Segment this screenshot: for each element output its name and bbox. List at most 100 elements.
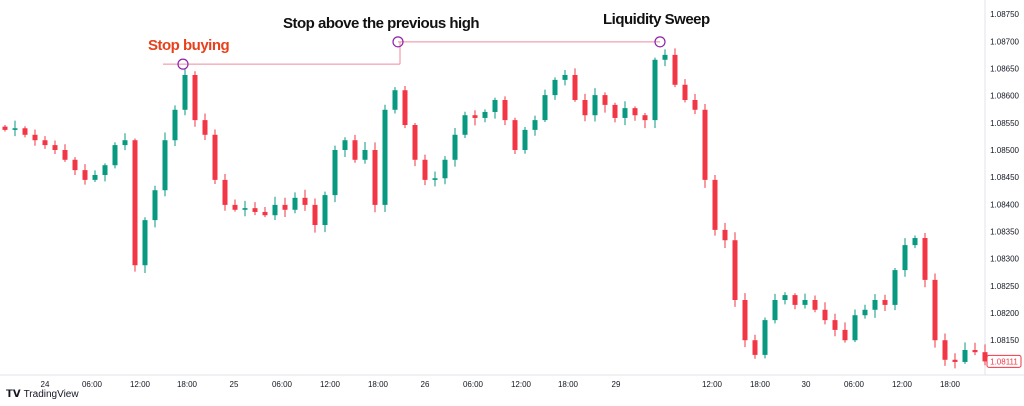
candle: [842, 322, 848, 343]
candle-body: [972, 350, 978, 353]
candle-body: [282, 204, 288, 210]
candle: [962, 342, 968, 364]
last-price-label: 1.08111: [990, 357, 1018, 366]
time-tick-label: 18:00: [177, 380, 198, 389]
price-tick-label: 1.08350: [990, 228, 1019, 237]
candle-body: [192, 75, 198, 121]
candle: [752, 334, 758, 359]
candle: [632, 106, 638, 121]
candle-body: [802, 300, 808, 305]
candle: [552, 77, 558, 100]
candle-body: [362, 150, 368, 160]
candle: [872, 294, 878, 318]
candle-body: [682, 84, 688, 100]
candle: [322, 191, 328, 233]
candle-body: [412, 125, 418, 160]
candle-body: [222, 179, 228, 205]
candle-body: [742, 300, 748, 341]
candle-body: [112, 145, 118, 166]
candle-body: [582, 100, 588, 116]
tradingview-logo-text: TradingView: [23, 389, 79, 400]
candle-body: [322, 195, 328, 225]
candle: [932, 273, 938, 348]
candle: [372, 142, 378, 213]
price-tick-label: 1.08300: [990, 255, 1019, 264]
tradingview-logo[interactable]: 𝗧𝗩 TradingView: [6, 389, 79, 400]
candle-body: [122, 140, 128, 146]
price-tick-label: 1.08150: [990, 336, 1019, 345]
candle: [422, 154, 428, 186]
candle: [412, 122, 418, 167]
candle: [332, 145, 338, 203]
candle-body: [12, 128, 18, 130]
annotation-stop-buying: Stop buying: [148, 37, 230, 54]
candle: [272, 196, 278, 221]
candle-body: [672, 54, 678, 85]
candle: [162, 132, 168, 197]
candle: [222, 173, 228, 211]
time-tick-label: 29: [612, 380, 621, 389]
tradingview-logo-icon: 𝗧𝗩: [6, 389, 21, 400]
candle: [92, 170, 98, 183]
candle: [112, 142, 118, 169]
candle: [522, 127, 528, 154]
candle: [882, 294, 888, 312]
candle: [912, 235, 918, 249]
candle: [432, 171, 438, 187]
candle: [792, 293, 798, 310]
candle-body: [982, 352, 988, 362]
time-tick-label: 12:00: [320, 380, 341, 389]
candle-body: [292, 197, 298, 210]
candle: [652, 57, 658, 129]
candle-body: [662, 54, 668, 60]
candle: [282, 197, 288, 218]
time-tick-label: 12:00: [130, 380, 151, 389]
candle: [22, 126, 28, 138]
candle: [122, 133, 128, 151]
time-tick-label: 26: [421, 380, 430, 389]
candle-body: [442, 159, 448, 179]
candle: [822, 302, 828, 325]
candle: [302, 189, 308, 211]
candle-body: [822, 309, 828, 321]
price-tick-label: 1.08250: [990, 282, 1019, 291]
candle: [102, 163, 108, 182]
candle-body: [762, 320, 768, 355]
candle: [702, 104, 708, 188]
candle: [462, 111, 468, 138]
candle: [592, 88, 598, 122]
candle-body: [872, 300, 878, 310]
candle: [312, 198, 318, 233]
candle: [362, 141, 368, 164]
candle: [832, 313, 838, 337]
candle: [72, 157, 78, 176]
candle: [192, 71, 198, 127]
candle: [482, 109, 488, 123]
candle-body: [252, 208, 258, 212]
candle-body: [832, 320, 838, 330]
candle: [572, 68, 578, 102]
candle-body: [842, 329, 848, 341]
candle: [742, 293, 748, 348]
candle: [972, 342, 978, 356]
candle: [802, 293, 808, 309]
time-tick-label: 06:00: [463, 380, 484, 389]
annotation-stop-above-previous-high: Stop above the previous high: [283, 15, 480, 32]
candle: [12, 120, 18, 137]
candle: [602, 92, 608, 113]
time-tick-label: 12:00: [892, 380, 913, 389]
candle-body: [962, 350, 968, 362]
candle: [202, 113, 208, 141]
high-marker-circle: [177, 58, 189, 70]
price-tick-label: 1.08550: [990, 119, 1019, 128]
candle: [902, 238, 908, 277]
high-marker-circle: [392, 36, 404, 48]
candle-body: [922, 238, 928, 280]
candle-body: [242, 208, 248, 210]
candle-body: [812, 300, 818, 310]
candle-body: [22, 128, 28, 135]
candle-body: [592, 95, 598, 116]
candle: [582, 93, 588, 122]
